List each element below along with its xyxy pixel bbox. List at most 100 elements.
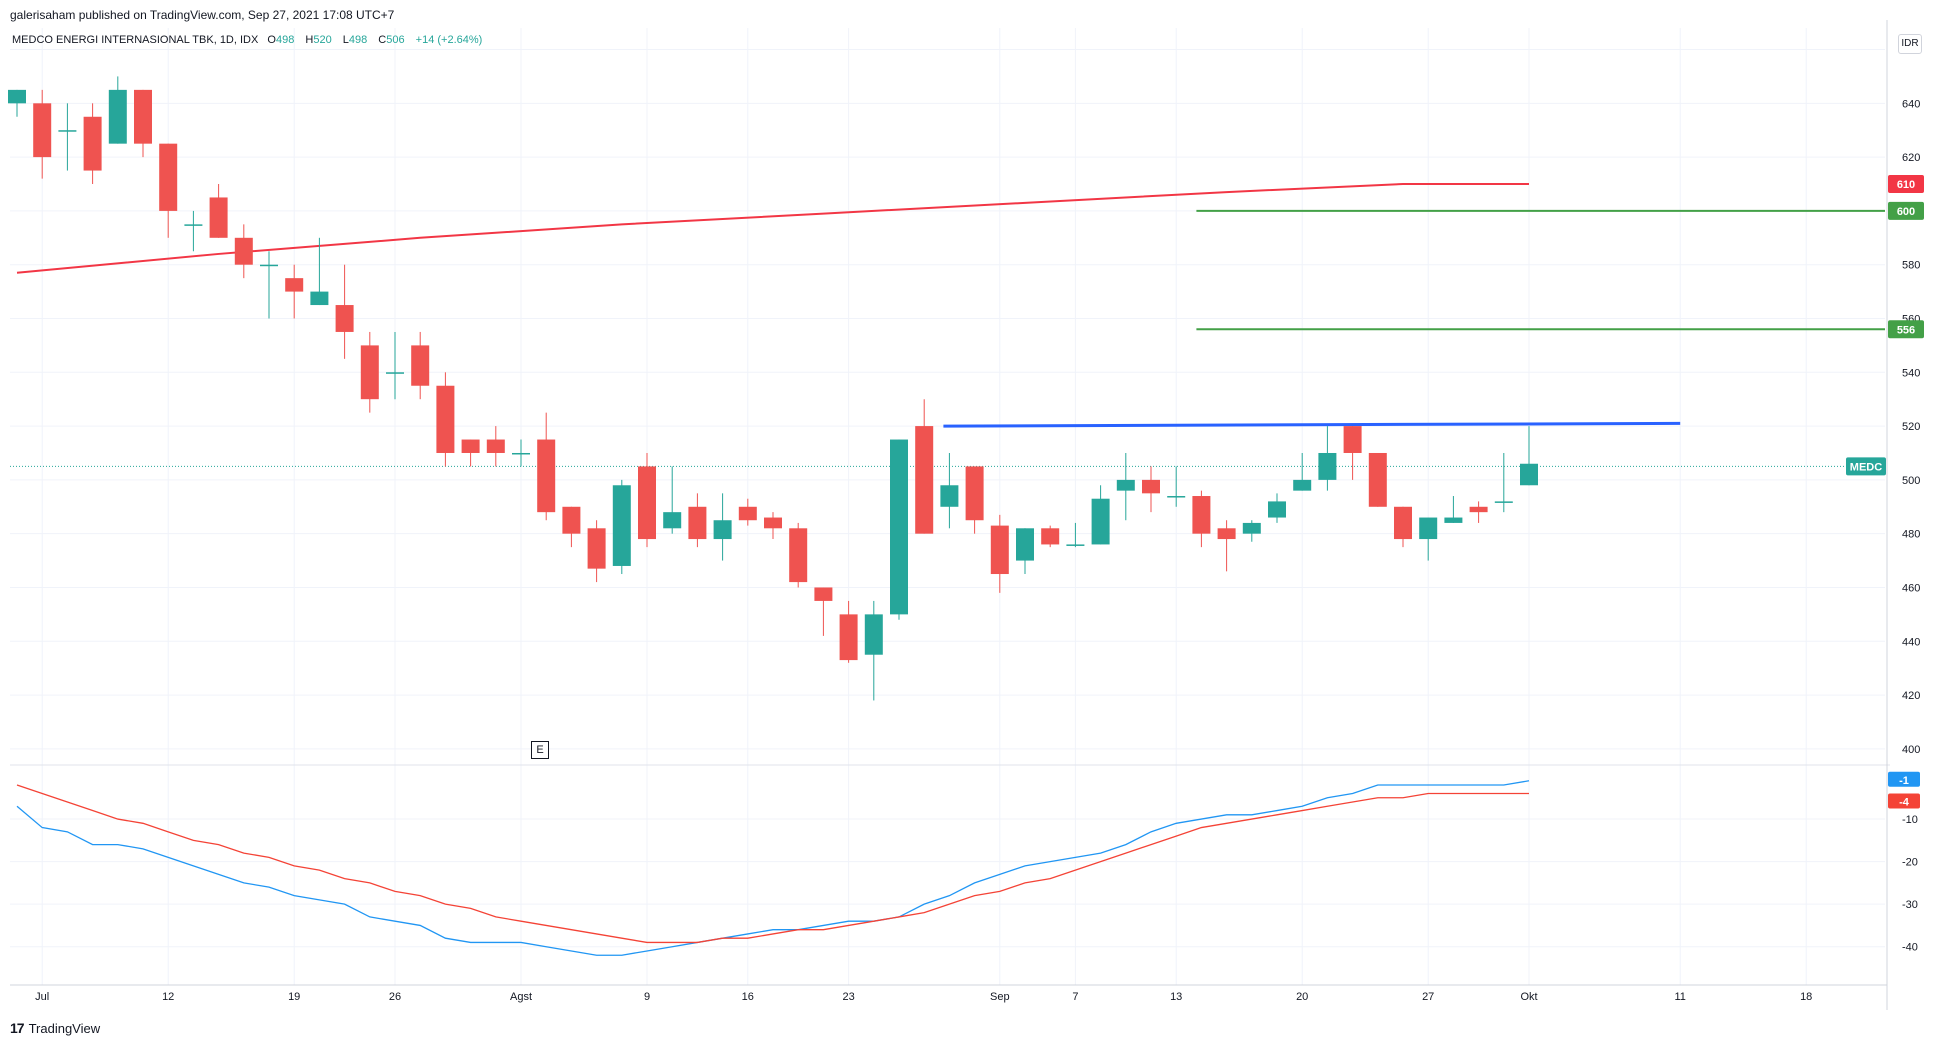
time-tick-label: 23: [842, 991, 854, 1003]
time-tick-label: 16: [742, 991, 754, 1003]
candle-body[interactable]: [537, 439, 556, 513]
candle-body[interactable]: [839, 614, 858, 661]
candle-body[interactable]: [990, 525, 1009, 575]
osc-value-badge-bg: [1888, 793, 1920, 809]
candle-body[interactable]: [108, 89, 127, 144]
candle-body[interactable]: [234, 237, 253, 265]
trendline[interactable]: [943, 421, 1681, 428]
candle-body[interactable]: [915, 426, 934, 534]
candle-body[interactable]: [436, 385, 455, 453]
candle-body[interactable]: [8, 89, 26, 104]
price-tick-label: 500: [1902, 475, 1920, 487]
candle-body[interactable]: [1217, 528, 1236, 540]
candle-body[interactable]: [688, 506, 707, 540]
price-tick-label: 520: [1902, 421, 1920, 433]
candle-body[interactable]: [1016, 528, 1034, 561]
price-tick-label: 440: [1902, 636, 1920, 648]
candle-body[interactable]: [360, 345, 379, 400]
candle-body[interactable]: [612, 485, 631, 566]
candle-body[interactable]: [461, 439, 480, 453]
price-tick-label: 620: [1902, 152, 1920, 164]
candle-body[interactable]: [1142, 479, 1160, 494]
tradingview-logo-icon: 17: [10, 1020, 25, 1036]
candle-body[interactable]: [764, 517, 782, 529]
candle-body[interactable]: [940, 485, 959, 507]
time-tick-label: 20: [1296, 991, 1308, 1003]
candle-body[interactable]: [890, 439, 908, 615]
candle-body[interactable]: [1343, 426, 1362, 453]
candle-body[interactable]: [134, 89, 152, 144]
hline-price-label-556-bg: [1888, 320, 1924, 339]
earnings-marker[interactable]: E: [531, 741, 549, 759]
last-price-bg: [1846, 457, 1886, 476]
candle-body[interactable]: [310, 291, 329, 306]
candle-body[interactable]: [260, 264, 278, 267]
candle-body[interactable]: [562, 506, 581, 534]
candle-body[interactable]: [1469, 506, 1488, 513]
candle-body[interactable]: [638, 466, 656, 540]
osc-tick-label: -10: [1902, 814, 1918, 826]
osc-value-badge: -4: [1899, 797, 1910, 809]
price-tick-label: 540: [1902, 367, 1920, 379]
time-tick-label: 26: [389, 991, 401, 1003]
hline-price-label-600: 600: [1897, 206, 1915, 218]
candle-body[interactable]: [1293, 479, 1312, 491]
candle-body[interactable]: [33, 103, 52, 158]
time-tick-label: Okt: [1520, 991, 1537, 1003]
time-tick-label: 11: [1674, 991, 1685, 1003]
time-tick-label: 18: [1800, 991, 1812, 1003]
candle-body[interactable]: [1268, 501, 1286, 518]
candle-body[interactable]: [1494, 501, 1513, 503]
candle-body[interactable]: [285, 278, 304, 292]
candle-body[interactable]: [386, 372, 404, 374]
time-tick-label: 7: [1072, 991, 1078, 1003]
candle-body[interactable]: [335, 305, 354, 332]
price-tick-label: 400: [1902, 744, 1920, 756]
low-value: 498: [348, 34, 368, 46]
time-tick-label: 19: [288, 991, 300, 1003]
osc-tick-label: -20: [1902, 857, 1918, 869]
candle-body[interactable]: [1520, 463, 1538, 486]
candle-body[interactable]: [738, 506, 757, 521]
hline-price-label-556: 556: [1897, 324, 1915, 336]
candle-body[interactable]: [1192, 496, 1211, 534]
high-label: H: [305, 34, 314, 46]
candle-body[interactable]: [1066, 544, 1085, 546]
candle-body[interactable]: [184, 224, 203, 226]
candle-body[interactable]: [1167, 496, 1186, 498]
symbol-title: MEDCO ENERGI INTERNASIONAL TBK, 1D, IDX: [12, 34, 259, 46]
candle-body[interactable]: [713, 520, 732, 540]
price-tick-label: 460: [1902, 582, 1920, 594]
candle-body[interactable]: [1444, 517, 1463, 523]
candle-body[interactable]: [663, 512, 682, 529]
candle-body[interactable]: [1368, 452, 1387, 507]
candle-body[interactable]: [209, 197, 228, 238]
tradingview-brand[interactable]: 17 TradingView: [10, 1020, 100, 1036]
currency-button[interactable]: IDR: [1898, 34, 1922, 54]
candle-body[interactable]: [83, 116, 102, 171]
candle-body[interactable]: [1318, 452, 1337, 480]
candle-body[interactable]: [1091, 498, 1110, 545]
candle-body[interactable]: [486, 439, 505, 453]
moving-average-line: [16, 183, 1529, 274]
candle-body[interactable]: [814, 587, 833, 601]
time-tick-label: Agst: [510, 991, 532, 1003]
candle-body[interactable]: [512, 452, 530, 455]
high-value: 520: [313, 34, 332, 46]
osc-tick-label: -40: [1902, 942, 1918, 954]
candle-body[interactable]: [1419, 517, 1438, 540]
candle-body[interactable]: [587, 528, 606, 569]
candle-body[interactable]: [1116, 479, 1135, 491]
candle-body[interactable]: [58, 130, 77, 132]
candle-body[interactable]: [965, 466, 984, 521]
candle-body[interactable]: [1242, 522, 1261, 534]
candle-body[interactable]: [1041, 528, 1060, 545]
time-tick-label: Jul: [35, 991, 49, 1003]
candle-body[interactable]: [789, 528, 808, 583]
candle-body[interactable]: [1394, 506, 1412, 540]
osc-value-badge: -1: [1899, 775, 1909, 787]
candle-body[interactable]: [411, 345, 430, 386]
candle-body[interactable]: [159, 143, 178, 211]
candle-body[interactable]: [864, 614, 883, 655]
